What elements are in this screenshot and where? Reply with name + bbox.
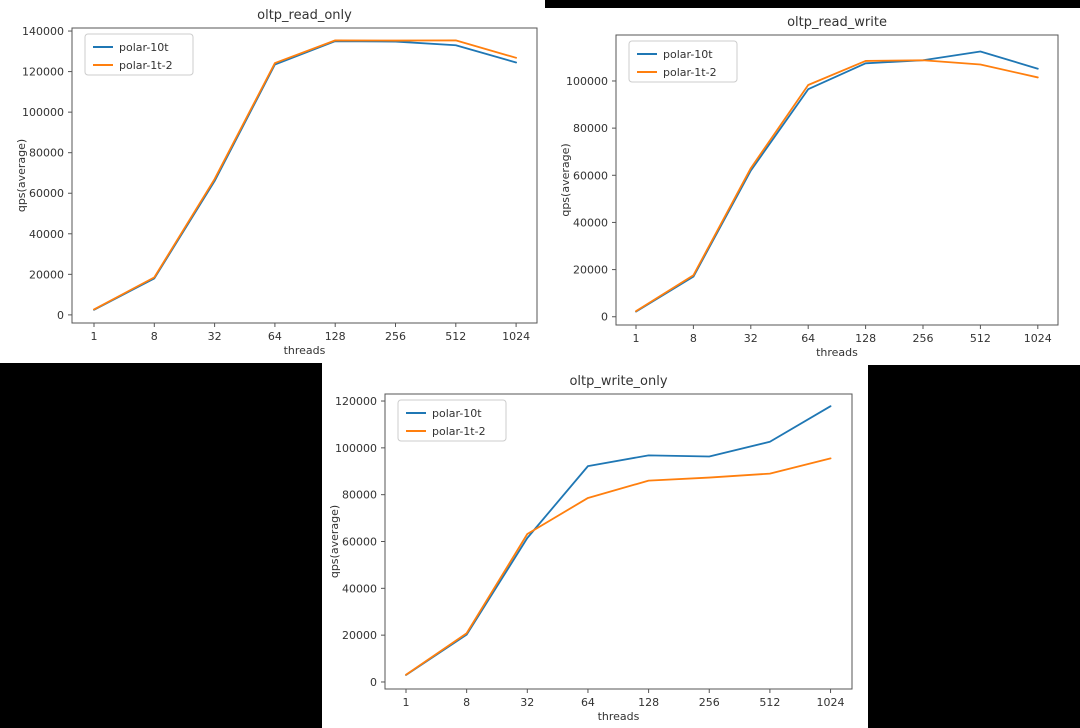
x-tick-label: 8 [151,330,158,343]
y-tick-label: 100000 [566,75,608,88]
x-tick-label: 128 [638,696,659,709]
legend-label: polar-10t [663,48,713,61]
series-line-polar-1t-2 [635,59,1039,312]
x-tick-label: 256 [699,696,720,709]
y-tick-label: 120000 [22,66,64,79]
x-tick-label: 1024 [502,330,530,343]
x-tick-label: 64 [581,696,595,709]
y-tick-label: 60000 [342,536,377,549]
x-tick-label: 64 [268,330,282,343]
y-tick-label: 40000 [573,216,608,229]
y-tick-label: 60000 [29,187,64,200]
series-line-polar-1t-2 [405,457,832,676]
legend-label: polar-10t [119,41,169,54]
y-axis-label: qps(average) [328,505,341,578]
legend-label: polar-1t-2 [663,66,717,79]
y-tick-label: 100000 [22,106,64,119]
x-tick-label: 256 [385,330,406,343]
chart-title: oltp_write_only [569,374,667,389]
x-tick-label: 256 [913,332,934,345]
y-tick-label: 80000 [29,147,64,160]
y-tick-label: 20000 [29,268,64,281]
x-tick-label: 512 [970,332,991,345]
y-tick-label: 120000 [335,395,377,408]
plot-area [71,27,538,324]
y-tick-label: 20000 [573,264,608,277]
x-tick-label: 1024 [817,696,845,709]
y-tick-label: 40000 [342,582,377,595]
x-tick-label: 32 [208,330,222,343]
chart-title: oltp_read_only [257,8,352,23]
x-axis-label: threads [284,344,326,357]
y-tick-label: 100000 [335,442,377,455]
x-tick-label: 128 [855,332,876,345]
y-axis-label: qps(average) [559,143,572,216]
x-tick-label: 128 [325,330,346,343]
chart-panel-oltp-write-only: 0 20000 40000 60000 80000 100000 120000 1 8 32 64 1… [322,363,868,728]
chart-title: oltp_read_write [787,15,887,30]
series-line-polar-10t [635,50,1039,313]
x-tick-label: 1 [403,696,410,709]
chart-panel-oltp-read-only: 0 20000 40000 60000 80000 100000 120000 140000 1… [0,0,545,363]
series-line-polar-10t [405,405,832,676]
legend-label: polar-10t [432,407,482,420]
y-axis-label: qps(average) [15,139,28,212]
legend-label: polar-1t-2 [432,425,486,438]
x-tick-label: 8 [463,696,470,709]
y-tick-label: 80000 [573,122,608,135]
x-tick-label: 8 [690,332,697,345]
x-tick-label: 1 [633,332,640,345]
y-tick-label: 0 [57,309,64,322]
plot-area [615,34,1059,326]
x-tick-label: 512 [759,696,780,709]
x-tick-label: 1024 [1024,332,1052,345]
y-tick-label: 20000 [342,629,377,642]
legend-label: polar-1t-2 [119,59,173,72]
y-tick-label: 0 [601,311,608,324]
x-axis-label: threads [816,346,858,359]
chart-panel-oltp-read-write: 0 20000 40000 60000 80000 100000 1 8 32 64 128 256 5… [545,8,1080,365]
x-tick-label: 64 [801,332,815,345]
x-axis-label: threads [598,710,640,723]
y-tick-label: 40000 [29,228,64,241]
y-tick-label: 60000 [573,169,608,182]
series-line-polar-1t-2 [93,39,517,311]
chart-svg-oltp_read_only: 0 20000 40000 60000 80000 100000 120000 140000 1… [15,8,538,357]
chart-svg-oltp_read_write: 0 20000 40000 60000 80000 100000 1 8 32 64 128 256 5… [559,15,1059,359]
x-tick-label: 32 [744,332,758,345]
x-tick-label: 512 [445,330,466,343]
series-line-polar-10t [93,40,517,311]
y-tick-label: 0 [370,676,377,689]
y-tick-label: 80000 [342,489,377,502]
y-tick-label: 140000 [22,25,64,38]
x-tick-label: 32 [520,696,534,709]
x-tick-label: 1 [91,330,98,343]
chart-svg-oltp_write_only: 0 20000 40000 60000 80000 100000 120000 1 8 32 64 1… [328,374,853,723]
